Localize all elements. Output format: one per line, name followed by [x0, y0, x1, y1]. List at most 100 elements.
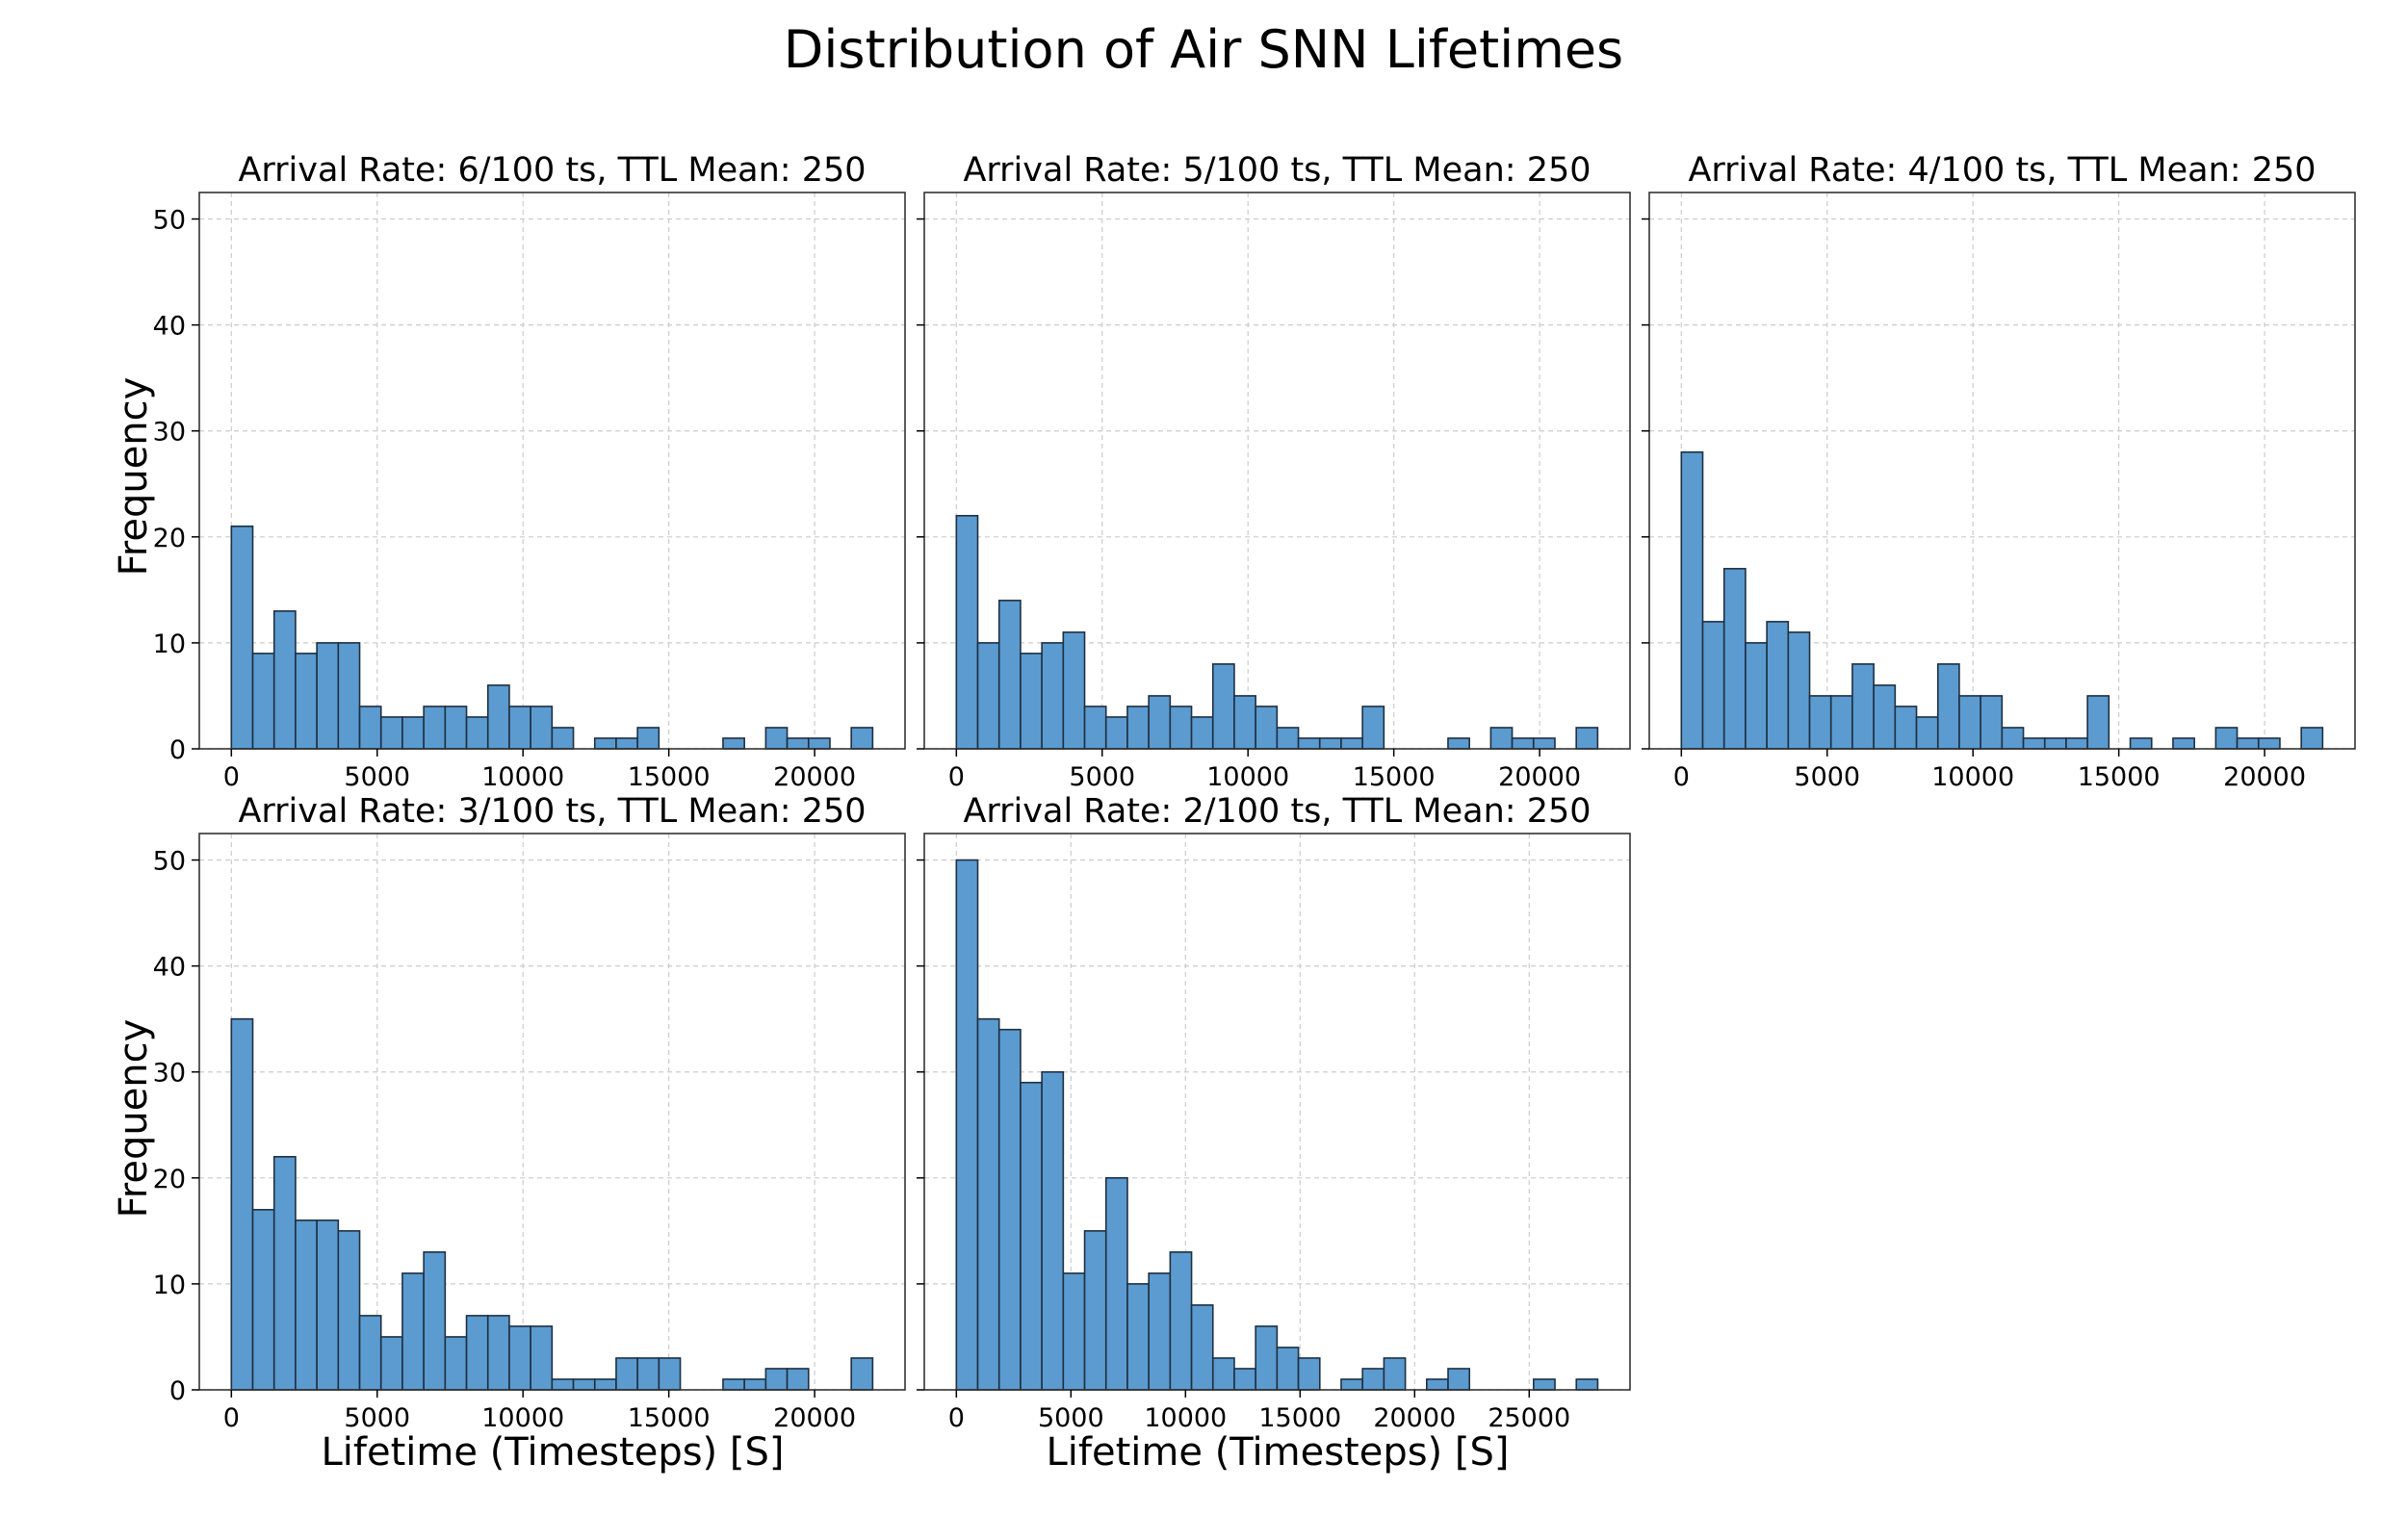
x-tick-label: 5000	[1069, 762, 1135, 792]
histogram-bar	[2001, 727, 2025, 750]
x-tick-label: 15000	[628, 1403, 711, 1433]
histogram-bar	[1211, 1357, 1235, 1391]
y-tick-label: 10	[153, 629, 186, 659]
histogram-bar	[1190, 1304, 1214, 1391]
y-axis-label-top: Frequency	[112, 377, 156, 577]
histogram-bar	[786, 1368, 810, 1391]
histogram-bar	[1126, 1283, 1150, 1391]
panel-3: 0 5000 10000 15000 20000 Arrival Rate: 4/100 …	[1642, 151, 2356, 792]
histogram-bar	[1104, 1177, 1128, 1391]
histogram-bar	[764, 1368, 789, 1391]
histogram-bar	[1148, 695, 1172, 750]
figure-title: Distribution of Air SNN Lifetimes	[784, 19, 1623, 80]
histogram-bar	[1575, 727, 1599, 750]
histogram-bar	[850, 727, 874, 750]
y-tick-label: 0	[169, 735, 186, 765]
histogram-bar	[615, 737, 638, 750]
histogram-bar	[1255, 706, 1279, 750]
histogram-bar	[2043, 737, 2067, 750]
histogram-bar	[401, 1272, 425, 1391]
histogram-bar	[1575, 1378, 1599, 1391]
histogram-bar	[615, 1357, 638, 1391]
x-tick-label: 5000	[344, 762, 410, 792]
histogram-bar	[722, 1378, 745, 1391]
histogram-bar	[1894, 706, 1918, 750]
x-tick-label: 25000	[1488, 1403, 1570, 1433]
histogram-bar	[658, 1357, 682, 1391]
histogram-bar	[1020, 1081, 1043, 1391]
histogram-bar	[1936, 663, 1960, 750]
histogram-bar	[997, 600, 1022, 750]
x-axis-label-left: Lifetime (Timesteps) [S]	[322, 1430, 785, 1475]
histogram-bar	[955, 859, 979, 1391]
histogram-bar	[1062, 631, 1086, 750]
histogram-bar	[337, 642, 361, 750]
axes-frame	[198, 192, 906, 750]
x-tick-label: 20000	[773, 762, 856, 792]
panel-2: 0 5000 10000 15000 20000 Arrival Rate: 5/100 …	[917, 151, 1631, 792]
histogram-bar	[1680, 450, 1704, 750]
histogram-bar	[764, 727, 789, 750]
histogram-bar	[2086, 695, 2110, 750]
y-tick-label: 20	[153, 524, 186, 553]
panel-title: Arrival Rate: 6/100 ts, TTL Mean: 250	[238, 151, 866, 190]
histogram-bar	[1190, 716, 1214, 750]
panel-title: Arrival Rate: 3/100 ts, TTL Mean: 250	[238, 792, 866, 831]
histogram-bar	[1340, 737, 1363, 750]
histogram-bar	[1426, 1378, 1449, 1391]
panel-4: 0 5000 10000 15000 20000 0 10 20 30 40 50 Arrival R…	[153, 792, 906, 1433]
histogram-bar	[786, 737, 810, 750]
x-tick-label: 0	[1673, 762, 1690, 792]
histogram-bar	[1745, 642, 1768, 750]
histogram-bar	[337, 1230, 361, 1391]
histogram-bar	[1083, 1230, 1107, 1391]
y-axis-label-bottom: Frequency	[112, 1019, 156, 1219]
x-tick-label: 0	[223, 762, 240, 792]
histogram-bar	[272, 1155, 297, 1391]
histogram-bar	[1169, 706, 1193, 750]
histogram-bar	[444, 1336, 468, 1391]
histogram-bar	[551, 727, 575, 750]
histogram-bar	[486, 684, 510, 750]
panel-title: Arrival Rate: 2/100 ts, TTL Mean: 250	[963, 792, 1591, 831]
histogram-bar	[593, 737, 617, 750]
histogram-bar	[1958, 695, 1981, 750]
histogram-bar	[2300, 727, 2324, 750]
x-tick-label: 10000	[481, 762, 564, 792]
histogram-bar	[2172, 737, 2195, 750]
histogram-bar	[465, 1315, 489, 1391]
histogram-bar	[401, 716, 425, 750]
histogram-bar	[2129, 737, 2153, 750]
histogram-bar	[295, 1219, 318, 1391]
histogram-bar	[1211, 663, 1235, 750]
panel-title: Arrival Rate: 4/100 ts, TTL Mean: 250	[1688, 151, 2316, 190]
x-tick-label: 5000	[344, 1403, 410, 1433]
histogram-bar	[955, 514, 979, 750]
histogram-bar	[316, 642, 340, 750]
y-tick-label: 50	[153, 847, 186, 877]
histogram-bar	[1851, 663, 1875, 750]
histogram-bar	[976, 642, 1000, 750]
histogram-bar	[316, 1219, 340, 1391]
x-axis-label-middle: Lifetime (Timesteps) [S]	[1047, 1430, 1510, 1475]
histogram-bar	[551, 1378, 575, 1391]
histogram-bar	[1276, 727, 1300, 750]
histogram-bar	[593, 1378, 617, 1391]
histogram-bar	[1915, 716, 1939, 750]
histogram-bar	[997, 1028, 1022, 1391]
y-tick-label: 30	[153, 1059, 186, 1089]
histogram-bar	[423, 1251, 447, 1391]
histogram-bar	[1104, 716, 1128, 750]
histogram-bar	[1041, 1070, 1065, 1391]
histogram-bar	[230, 525, 254, 750]
panel-5: 0 5000 10000 15000 20000 25000 Arrival Rate: 2…	[917, 792, 1631, 1433]
histogram-bar	[486, 1315, 510, 1391]
histogram-bar	[465, 716, 489, 750]
histogram-bar	[508, 1325, 531, 1391]
y-tick-label: 0	[169, 1376, 186, 1406]
histogram-bar	[1447, 737, 1470, 750]
panel-title: Arrival Rate: 5/100 ts, TTL Mean: 250	[963, 151, 1591, 190]
histogram-bar	[1083, 706, 1107, 750]
histogram-bar	[722, 737, 745, 750]
histogram-bar	[1980, 695, 2004, 750]
